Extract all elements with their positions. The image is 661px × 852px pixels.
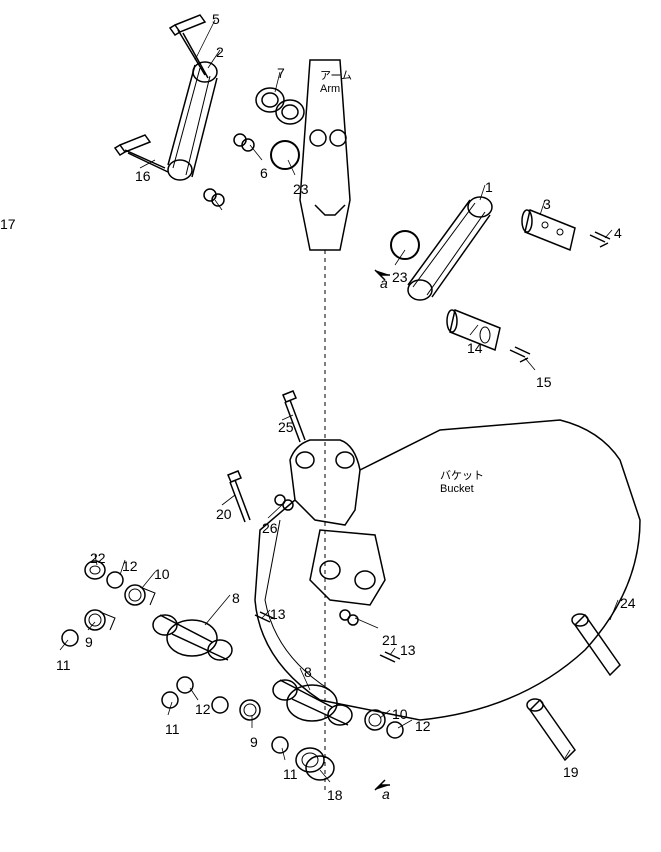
callout-9b: 9 — [250, 734, 258, 750]
callout-13b: 13 — [400, 642, 416, 658]
callout-12a: 12 — [122, 558, 138, 574]
callout-1: 1 — [485, 179, 493, 195]
callout-15: 15 — [536, 374, 552, 390]
callout-11a: 11 — [56, 657, 71, 673]
callout-16: 16 — [135, 168, 151, 184]
callout-4: 4 — [614, 225, 622, 241]
section-marker-a2: a — [382, 786, 390, 802]
callout-17: 17 — [0, 216, 16, 232]
callout-12b: 12 — [195, 701, 211, 717]
parts-diagram: 1 2 3 4 5 6 7 8 8 9 9 10 10 11 11 11 12 … — [0, 0, 661, 852]
callout-26: 26 — [262, 520, 278, 536]
section-marker-a1: a — [380, 275, 388, 291]
callout-3: 3 — [543, 196, 551, 212]
callout-8a: 8 — [232, 590, 240, 606]
callout-23b: 23 — [392, 269, 408, 285]
diagram-svg — [0, 0, 661, 852]
callout-8b: 8 — [304, 664, 312, 680]
callout-18: 18 — [327, 787, 343, 803]
callout-22: 22 — [90, 550, 106, 566]
callout-2: 2 — [216, 44, 224, 60]
callout-13a: 13 — [270, 606, 286, 622]
callout-9a: 9 — [85, 634, 93, 650]
callout-23a: 23 — [293, 181, 309, 197]
callout-14: 14 — [467, 340, 483, 356]
callout-20: 20 — [216, 506, 232, 522]
callout-12c: 12 — [415, 718, 431, 734]
callout-24: 24 — [620, 595, 636, 611]
callout-10a: 10 — [154, 566, 170, 582]
callout-25: 25 — [278, 419, 294, 435]
bucket-label-jp: バケット — [440, 470, 484, 482]
arm-label: アーム Arm — [320, 70, 352, 96]
arm-label-en: Arm — [320, 83, 340, 95]
callout-11b: 11 — [165, 721, 180, 737]
callout-21: 21 — [382, 632, 398, 648]
bucket-label-en: Bucket — [440, 483, 474, 495]
callout-5: 5 — [212, 11, 220, 27]
callout-11c: 11 — [283, 766, 298, 782]
bucket-label: バケット Bucket — [440, 470, 484, 496]
callout-7: 7 — [277, 65, 285, 81]
callout-6: 6 — [260, 165, 268, 181]
callout-19: 19 — [563, 764, 579, 780]
callout-10b: 10 — [392, 706, 408, 722]
arm-label-jp: アーム — [320, 70, 352, 82]
